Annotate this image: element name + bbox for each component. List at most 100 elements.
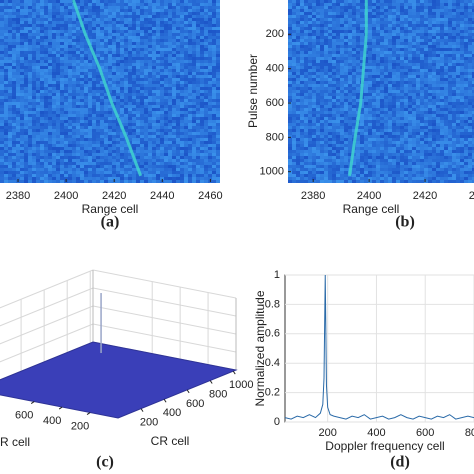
noise-cell (60, 0, 64, 3)
noise-cell (44, 96, 48, 99)
noise-cell (0, 153, 4, 156)
noise-cell (336, 126, 340, 129)
noise-cell (80, 156, 84, 159)
noise-cell (332, 81, 336, 84)
noise-cell (304, 81, 308, 84)
noise-cell (200, 177, 204, 180)
noise-cell (216, 138, 220, 141)
noise-cell (144, 84, 148, 87)
noise-cell (152, 42, 156, 45)
noise-cell (88, 117, 92, 120)
noise-cell (88, 3, 92, 6)
noise-cell (364, 132, 368, 135)
noise-cell (340, 96, 344, 99)
noise-cell (312, 117, 316, 120)
noise-cell (380, 45, 384, 48)
noise-cell (144, 114, 148, 117)
noise-cell (188, 48, 192, 51)
noise-cell (100, 84, 104, 87)
noise-cell (112, 21, 116, 24)
noise-cell (296, 36, 300, 39)
noise-cell (360, 114, 364, 117)
noise-cell (140, 72, 144, 75)
noise-cell (372, 144, 376, 147)
noise-cell (204, 51, 208, 54)
noise-cell (344, 81, 348, 84)
noise-cell (376, 150, 380, 153)
noise-cell (24, 72, 28, 75)
noise-cell (320, 48, 324, 51)
noise-cell (72, 114, 76, 117)
noise-cell (348, 102, 352, 105)
noise-cell (192, 99, 196, 102)
noise-cell (112, 18, 116, 21)
noise-cell (300, 141, 304, 144)
noise-cell (80, 72, 84, 75)
noise-cell (140, 0, 144, 3)
noise-cell (12, 9, 16, 12)
noise-cell (372, 69, 376, 72)
noise-cell (92, 69, 96, 72)
noise-cell (152, 99, 156, 102)
noise-cell (368, 117, 372, 120)
noise-cell (364, 87, 368, 90)
noise-cell (28, 150, 32, 153)
noise-cell (296, 168, 300, 171)
noise-cell (44, 27, 48, 30)
noise-cell (72, 177, 76, 180)
noise-cell (28, 96, 32, 99)
noise-cell (156, 102, 160, 105)
noise-cell (36, 63, 40, 66)
noise-cell (216, 51, 220, 54)
noise-cell (40, 153, 44, 156)
noise-cell (356, 72, 360, 75)
noise-cell (160, 36, 164, 39)
noise-cell (112, 96, 116, 99)
noise-cell (12, 81, 16, 84)
noise-cell (32, 168, 36, 171)
noise-cell (348, 75, 352, 78)
noise-cell (164, 165, 168, 168)
noise-cell (216, 54, 220, 57)
noise-cell (16, 144, 20, 147)
noise-cell (108, 9, 112, 12)
noise-cell (156, 150, 160, 153)
noise-cell (44, 45, 48, 48)
noise-cell (328, 21, 332, 24)
noise-cell (40, 9, 44, 12)
noise-cell (192, 60, 196, 63)
noise-cell (72, 180, 76, 183)
noise-cell (300, 93, 304, 96)
noise-cell (156, 12, 160, 15)
noise-cell (52, 30, 56, 33)
noise-cell (352, 165, 356, 168)
noise-cell (120, 165, 124, 168)
noise-cell (368, 138, 372, 141)
noise-cell (184, 3, 188, 6)
noise-cell (88, 102, 92, 105)
noise-cell (36, 27, 40, 30)
noise-cell (148, 93, 152, 96)
noise-cell (384, 93, 388, 96)
noise-cell (372, 90, 376, 93)
noise-cell (380, 117, 384, 120)
noise-cell (44, 93, 48, 96)
noise-cell (80, 177, 84, 180)
noise-cell (180, 159, 184, 162)
noise-cell (76, 72, 80, 75)
noise-cell (368, 93, 372, 96)
noise-cell (296, 39, 300, 42)
noise-cell (144, 96, 148, 99)
noise-cell (184, 21, 188, 24)
noise-cell (324, 159, 328, 162)
noise-cell (104, 99, 108, 102)
noise-cell (328, 162, 332, 165)
noise-cell (92, 45, 96, 48)
noise-cell (52, 72, 56, 75)
noise-cell (368, 108, 372, 111)
noise-cell (364, 159, 368, 162)
noise-cell (380, 171, 384, 174)
noise-cell (52, 12, 56, 15)
noise-cell (312, 96, 316, 99)
noise-cell (164, 33, 168, 36)
